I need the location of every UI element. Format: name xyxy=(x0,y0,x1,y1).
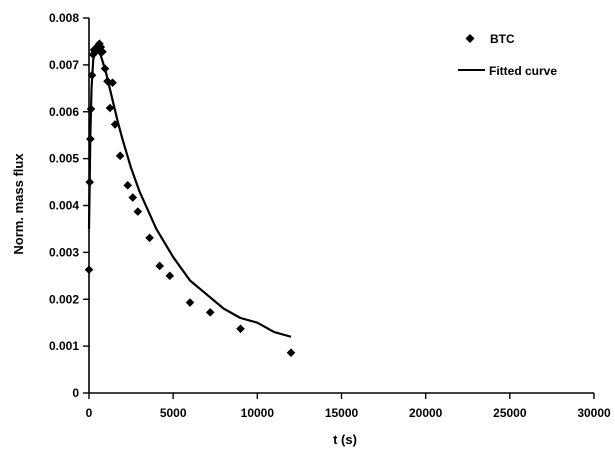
y-tick-label: 0.003 xyxy=(49,245,79,259)
y-tick-label: 0.006 xyxy=(49,105,79,119)
btc-point xyxy=(145,233,154,243)
btc-point xyxy=(105,103,115,113)
btc-point xyxy=(85,177,94,187)
btc-point xyxy=(133,207,143,216)
btc-point xyxy=(123,181,133,190)
x-tick-label: 25000 xyxy=(493,406,527,420)
legend-label-fitted: Fitted curve xyxy=(489,64,557,78)
btc-point xyxy=(98,47,107,57)
btc-point xyxy=(86,134,95,144)
btc-point xyxy=(86,104,96,114)
fitted-curve-line xyxy=(87,49,292,338)
x-tick-label: 10000 xyxy=(241,406,275,420)
legend-marker-btc xyxy=(465,34,475,43)
y-tick-label: 0.004 xyxy=(49,199,79,213)
btc-point xyxy=(185,298,195,307)
btc-point xyxy=(165,271,175,281)
btc-point xyxy=(205,308,215,317)
x-tick-label: 15000 xyxy=(325,406,359,420)
plot-area xyxy=(84,39,296,357)
y-tick-label: 0.002 xyxy=(49,292,79,306)
y-tick-label: 0.007 xyxy=(49,58,79,72)
x-tick-label: 5000 xyxy=(160,406,187,420)
x-tick-label: 20000 xyxy=(409,406,443,420)
x-tick-label: 0 xyxy=(86,406,93,420)
btc-point xyxy=(91,47,100,57)
y-tick-label: 0.001 xyxy=(49,339,79,353)
btc-point xyxy=(286,348,296,357)
legend: BTC Fitted curve xyxy=(458,32,557,78)
btc-point xyxy=(128,193,138,202)
x-axis-title: t (s) xyxy=(333,432,357,447)
y-axis-title: Norm. mass flux xyxy=(11,153,26,255)
btc-point xyxy=(115,151,125,161)
y-tick-label: 0.005 xyxy=(49,152,79,166)
legend-label-btc: BTC xyxy=(490,32,515,46)
btc-point xyxy=(100,64,110,73)
btc-point xyxy=(155,261,164,271)
x-tick-label: 30000 xyxy=(577,406,611,420)
tick-marks xyxy=(83,17,595,399)
y-tick-label: 0.008 xyxy=(49,11,79,25)
btc-point xyxy=(96,42,106,52)
btc-point xyxy=(87,70,97,80)
btc-point xyxy=(108,78,117,87)
btc-point xyxy=(236,324,245,334)
tick-labels: 0 5000 10000 15000 20000 25000 30000 0 0.001 0.00… xyxy=(49,11,611,420)
btc-point xyxy=(110,120,120,129)
btc-point xyxy=(84,265,94,275)
y-tick-label: 0 xyxy=(72,386,79,400)
